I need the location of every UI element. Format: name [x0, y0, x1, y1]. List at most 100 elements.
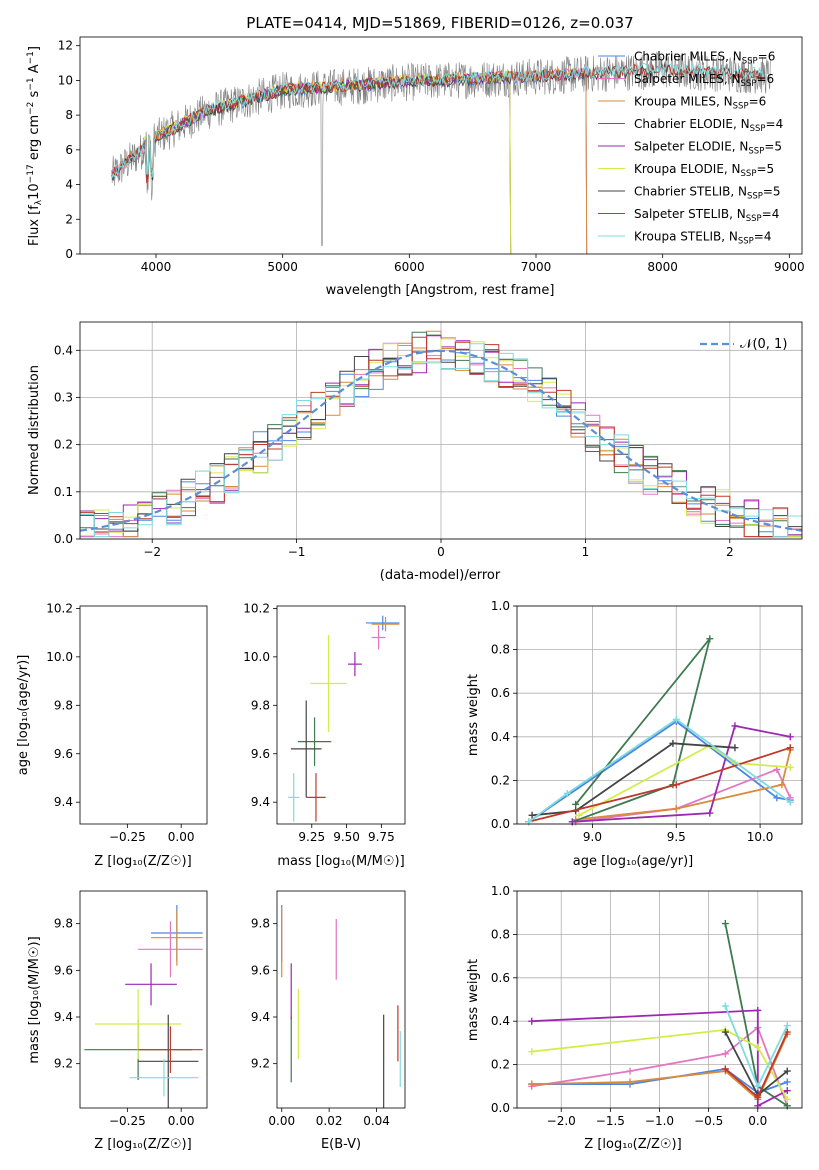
- weight-marker: [528, 1017, 536, 1025]
- model-spectrum-line: [143, 69, 512, 254]
- p8-ylabel: mass weight: [466, 959, 481, 1041]
- y-tick-label: 1.0: [491, 884, 510, 898]
- legend-entry: Salpeter MILES, NSSP=6: [634, 72, 774, 89]
- y-tick-label: 10.2: [46, 601, 73, 615]
- weight-marker: [783, 1067, 791, 1075]
- p4-xlabel: mass [log₁₀(M/M☉)]: [277, 854, 404, 869]
- weight-marker: [572, 800, 580, 808]
- x-tick-label: 9.25: [298, 830, 325, 844]
- ylabel-exp1b: −1: [26, 51, 36, 64]
- axes-frame: [79, 321, 803, 540]
- y-tick-label: 10.2: [243, 601, 270, 615]
- ylabel-exp1a: −1: [26, 77, 36, 90]
- y-tick-label: 0: [65, 247, 73, 261]
- legend-entry: Chabrier ELODIE, NSSP=4: [634, 117, 783, 134]
- y-tick-label: 9.6: [251, 963, 270, 977]
- ylabel-s: s: [27, 90, 42, 101]
- weight-marker: [754, 1006, 762, 1014]
- weight-line: [528, 718, 791, 823]
- y-tick-label: 9.4: [251, 795, 270, 809]
- weight-marker: [773, 794, 781, 802]
- weight-marker: [626, 1078, 634, 1086]
- weight-marker: [721, 1065, 729, 1073]
- histogram-ylabel: Normed distribution: [27, 365, 42, 495]
- y-tick-label: 9.4: [54, 1010, 73, 1024]
- histogram-xlabel: (data-model)/error: [380, 568, 501, 583]
- x-tick-label: 9.75: [368, 830, 395, 844]
- axes-frame: [516, 605, 803, 825]
- y-tick-label: 9.8: [251, 698, 270, 712]
- mass-vs-metallicity-panel: Z [log₁₀(Z/Z☉)] mass [log₁₀(M/M☉)] −0.25…: [27, 890, 208, 1152]
- y-tick-label: 6: [65, 143, 73, 157]
- y-tick-label: 0.6: [491, 971, 510, 985]
- x-tick-label: 0.00: [268, 1114, 295, 1128]
- x-tick-label: 10.0: [747, 830, 774, 844]
- weight-marker: [786, 763, 794, 771]
- legend-entry: Salpeter STELIB, NSSP=4: [634, 207, 779, 224]
- age-vs-metallicity-panel: Z [log₁₀(Z/Z☉)] age [log₁₀(age/yr)] −0.2…: [16, 601, 208, 869]
- weight-marker: [528, 1048, 536, 1056]
- weight-marker: [706, 635, 714, 643]
- y-tick-label: 8: [65, 108, 73, 122]
- legend-entry: Kroupa STELIB, NSSP=4: [634, 230, 772, 247]
- p3-ylabel: age [log₁₀(age/yr)]: [16, 655, 31, 776]
- x-tick-label: 9.5: [667, 830, 686, 844]
- axes-frame: [276, 890, 406, 1109]
- weight-marker: [669, 739, 677, 747]
- legend-entry: Chabrier STELIB, NSSP=5: [634, 185, 781, 202]
- spectrum-xlabel: wavelength [Angstrom, rest frame]: [326, 283, 555, 298]
- mass-weight-vs-age-panel: age [log₁₀(age/yr)] mass weight 9.0 9.5 10…: [466, 599, 803, 869]
- x-tick-label: 8000: [647, 260, 678, 274]
- y-tick-label: 4: [65, 178, 73, 192]
- y-tick-label: 0.2: [54, 438, 73, 452]
- p6-xlabel: Z [log₁₀(Z/Z☉)]: [94, 1137, 191, 1152]
- weight-marker: [706, 809, 714, 817]
- legend-entry: Chabrier MILES, NSSP=6: [634, 50, 775, 67]
- weight-marker: [783, 1078, 791, 1086]
- y-tick-label: 2: [65, 212, 73, 226]
- weight-marker: [721, 1050, 729, 1058]
- p5-xlabel: age [log₁₀(age/yr)]: [573, 854, 694, 869]
- weight-marker: [754, 1082, 762, 1090]
- x-tick-label: −0.5: [694, 1114, 723, 1128]
- weight-marker: [786, 733, 794, 741]
- weight-marker: [754, 1093, 762, 1101]
- weight-marker: [528, 1080, 536, 1088]
- p5-ylabel: mass weight: [466, 674, 481, 756]
- x-tick-label: −2: [143, 545, 161, 559]
- weight-marker: [563, 789, 571, 797]
- weight-line: [578, 744, 791, 817]
- y-tick-label: 9.2: [251, 1057, 270, 1071]
- y-tick-label: 10.0: [46, 650, 73, 664]
- y-tick-label: 10: [58, 73, 73, 87]
- y-tick-label: 0.2: [491, 1058, 510, 1072]
- weight-marker: [783, 1022, 791, 1030]
- weight-marker: [672, 781, 680, 789]
- y-tick-label: 0.8: [491, 927, 510, 941]
- residual-histogram-panel: (data-model)/error Normed distribution −…: [27, 321, 803, 583]
- weight-marker: [575, 811, 583, 819]
- spectrum-panel: PLATE=0414, MJD=51869, FIBERID=0126, z=0…: [26, 14, 805, 298]
- y-tick-label: 12: [58, 39, 73, 53]
- mass-weight-vs-metallicity-panel: Z [log₁₀(Z/Z☉)] mass weight −2.0 −1.5 −1.0…: [466, 884, 803, 1152]
- p7-xlabel: E(B-V): [321, 1137, 361, 1152]
- mass-vs-extinction-panel: E(B-V) 0.00 0.02 0.04 9.2 9.4 9.6 9.8: [251, 890, 406, 1152]
- histogram-step: [80, 343, 802, 539]
- y-tick-label: 1.0: [491, 599, 510, 613]
- weight-marker: [731, 722, 739, 730]
- x-tick-label: −0.25: [109, 1114, 146, 1128]
- y-tick-label: 10.0: [243, 650, 270, 664]
- x-tick-label: 0.04: [363, 1114, 390, 1128]
- weight-marker: [731, 744, 739, 752]
- y-tick-label: 0.8: [491, 643, 510, 657]
- x-tick-label: 5000: [267, 260, 298, 274]
- weight-marker: [672, 715, 680, 723]
- x-tick-label: 0.02: [316, 1114, 343, 1128]
- y-tick-label: 9.8: [54, 917, 73, 931]
- x-tick-label: 6000: [394, 260, 425, 274]
- p3-xlabel: Z [log₁₀(Z/Z☉)]: [94, 854, 191, 869]
- weight-marker: [721, 920, 729, 928]
- weight-marker: [786, 744, 794, 752]
- weight-line: [531, 1028, 789, 1100]
